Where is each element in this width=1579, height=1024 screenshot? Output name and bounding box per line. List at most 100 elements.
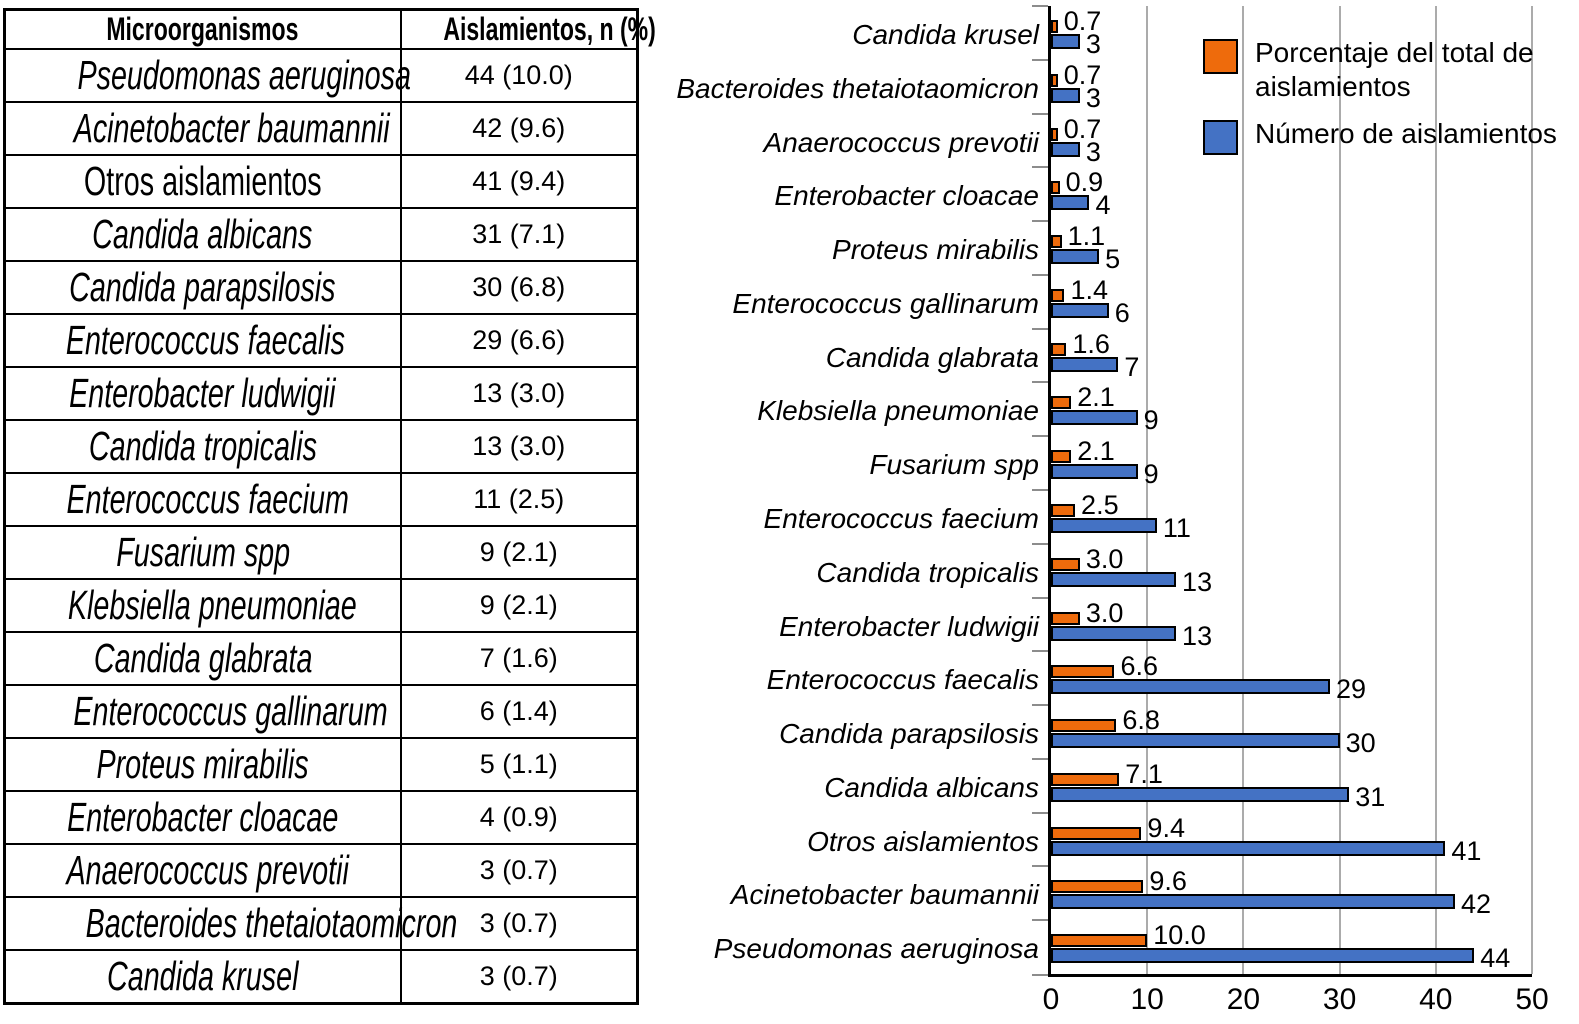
microorganism-name-cell: Fusarium spp xyxy=(3,524,402,580)
microorganism-name-cell: Otros aislamientos xyxy=(3,153,402,209)
percentage-bar xyxy=(1051,127,1058,141)
percentage-value-label: 3.0 xyxy=(1085,597,1124,628)
microorganism-name: Fusarium spp xyxy=(115,528,290,575)
axis-tick xyxy=(1032,919,1048,922)
axis-tick xyxy=(1032,381,1048,384)
percentage-value-label: 1.4 xyxy=(1070,274,1108,305)
microorganism-name: Enterococcus faecium xyxy=(66,475,349,522)
category-label: Enterococcus faecium xyxy=(763,503,1039,534)
plot-area: Porcentaje del total de aislamientos Núm… xyxy=(676,5,1557,1015)
microorganism-name: Enterobacter cloacae xyxy=(67,793,339,840)
axis-tick xyxy=(1032,704,1048,707)
chart-category-row: Enterococcus faecium 2.5 11 xyxy=(764,489,1532,544)
gridline xyxy=(1338,6,1341,974)
axis-tick xyxy=(1032,112,1048,115)
isolation-value: 5 (1.1) xyxy=(479,748,558,779)
axis-tick xyxy=(1032,650,1048,653)
table-row: Candida albicans 31 (7.1) xyxy=(3,206,639,262)
axis-tick xyxy=(1032,58,1048,61)
gridline xyxy=(1146,6,1149,974)
isolation-value: 13 (3.0) xyxy=(472,430,566,461)
axis-tick xyxy=(1032,5,1048,7)
table-row: Anaerococcus prevotii 3 (0.7) xyxy=(3,842,639,898)
isolation-value: 11 (2.5) xyxy=(473,483,565,514)
isolation-value-cell: 30 (6.8) xyxy=(399,259,639,315)
category-label: Candida parapsilosis xyxy=(779,718,1039,750)
axis-tick xyxy=(1032,435,1048,438)
table-header-aislamientos: Aislamientos, n (%) xyxy=(399,8,655,50)
count-value-label: 6 xyxy=(1114,297,1130,328)
axis-tick xyxy=(1032,166,1048,169)
percentage-value-label: 2.1 xyxy=(1077,436,1115,467)
count-bar xyxy=(1051,249,1100,265)
percentage-bar xyxy=(1051,73,1058,87)
count-bar xyxy=(1051,302,1109,318)
gridline xyxy=(1434,6,1437,974)
legend-entry-count: Número de aislamientos xyxy=(1203,117,1579,155)
percentage-value-label: 2.1 xyxy=(1077,382,1115,413)
percentage-value-label: 1.6 xyxy=(1072,328,1110,359)
gridline xyxy=(1531,6,1533,974)
isolation-value-cell: 29 (6.6) xyxy=(399,312,639,368)
percentage-bar xyxy=(1051,826,1142,840)
percentage-bar xyxy=(1051,235,1062,249)
count-value-label: 13 xyxy=(1182,620,1213,651)
table-row: Enterococcus faecalis 29 (6.6) xyxy=(3,312,639,368)
isolation-value-cell: 31 (7.1) xyxy=(399,206,639,262)
count-bar xyxy=(1051,464,1138,480)
isolation-value: 42 (9.6) xyxy=(472,112,566,143)
percentage-bar xyxy=(1051,504,1076,517)
category-label: Anaerococcus prevotii xyxy=(763,126,1039,158)
percentage-bar xyxy=(1051,342,1067,356)
microorganism-name: Acinetobacter baumannii xyxy=(73,104,390,151)
percentage-bar xyxy=(1051,181,1060,195)
microorganism-name: Klebsiella pneumoniae xyxy=(67,581,357,628)
isolation-value-cell: 7 (1.6) xyxy=(399,630,639,686)
isolation-value-cell: 11 (2.5) xyxy=(399,471,639,527)
count-value-label: 3 xyxy=(1085,29,1101,59)
isolation-value-cell: 13 (3.0) xyxy=(399,418,639,474)
percentage-bar xyxy=(1051,611,1080,625)
count-value-label: 3 xyxy=(1085,82,1101,113)
isolation-value: 29 (6.6) xyxy=(472,324,566,355)
microorganism-name: Enterococcus faecalis xyxy=(65,316,345,363)
category-label: Candida glabrata xyxy=(825,341,1039,373)
table-row: Candida krusel 3 (0.7) xyxy=(3,948,639,1005)
isolation-value: 30 (6.8) xyxy=(472,271,566,302)
category-label: Candida krusel xyxy=(852,19,1039,50)
table-row: Candida parapsilosis 30 (6.8) xyxy=(3,259,639,315)
category-label: Enterococcus faecalis xyxy=(766,664,1039,696)
count-bar xyxy=(1051,625,1177,641)
count-value-label: 30 xyxy=(1345,728,1376,759)
count-value-label: 3 xyxy=(1085,136,1101,167)
table-row: Otros aislamientos 41 (9.4) xyxy=(3,153,639,209)
axis-tick xyxy=(1032,865,1048,868)
category-label: Bacteroides thetaiotaomicron xyxy=(676,72,1039,104)
percentage-value-label: 10.0 xyxy=(1153,920,1206,951)
isolation-value: 3 (0.7) xyxy=(479,960,558,991)
isolation-value: 44 (10.0) xyxy=(464,59,573,90)
percentage-bar xyxy=(1051,772,1120,786)
axis-tick xyxy=(1032,489,1048,491)
axis-tick xyxy=(1032,974,1048,976)
table-row: Candida tropicalis 13 (3.0) xyxy=(3,418,639,474)
percentage-value-label: 1.1 xyxy=(1067,221,1106,252)
percentage-value-label: 3.0 xyxy=(1085,543,1124,574)
microorganism-name: Candida krusel xyxy=(107,952,299,999)
percentage-bar xyxy=(1051,557,1080,571)
chart-category-row: Proteus mirabilis 1.1 5 xyxy=(832,220,1532,275)
table-row: Proteus mirabilis 5 (1.1) xyxy=(3,736,639,792)
count-value-label: 41 xyxy=(1451,835,1482,866)
isolation-value: 7 (1.6) xyxy=(479,642,558,673)
x-axis-tick-label: 20 xyxy=(1226,983,1261,1016)
percentage-value-label: 6.8 xyxy=(1122,705,1160,736)
count-value-label: 29 xyxy=(1335,674,1367,705)
microorganism-name-cell: Enterobacter ludwigii xyxy=(3,365,402,421)
legend-label-count: Número de aislamientos xyxy=(1255,118,1557,149)
percentage-bar xyxy=(1051,880,1144,894)
isolation-value-cell: 4 (0.9) xyxy=(399,789,639,845)
table-header-aislamientos-label: Aislamientos, n (%) xyxy=(442,11,656,47)
microorganism-name: Bacteroides thetaiotaomicron xyxy=(85,899,458,946)
category-label: Enterobacter ludwigii xyxy=(779,610,1039,642)
